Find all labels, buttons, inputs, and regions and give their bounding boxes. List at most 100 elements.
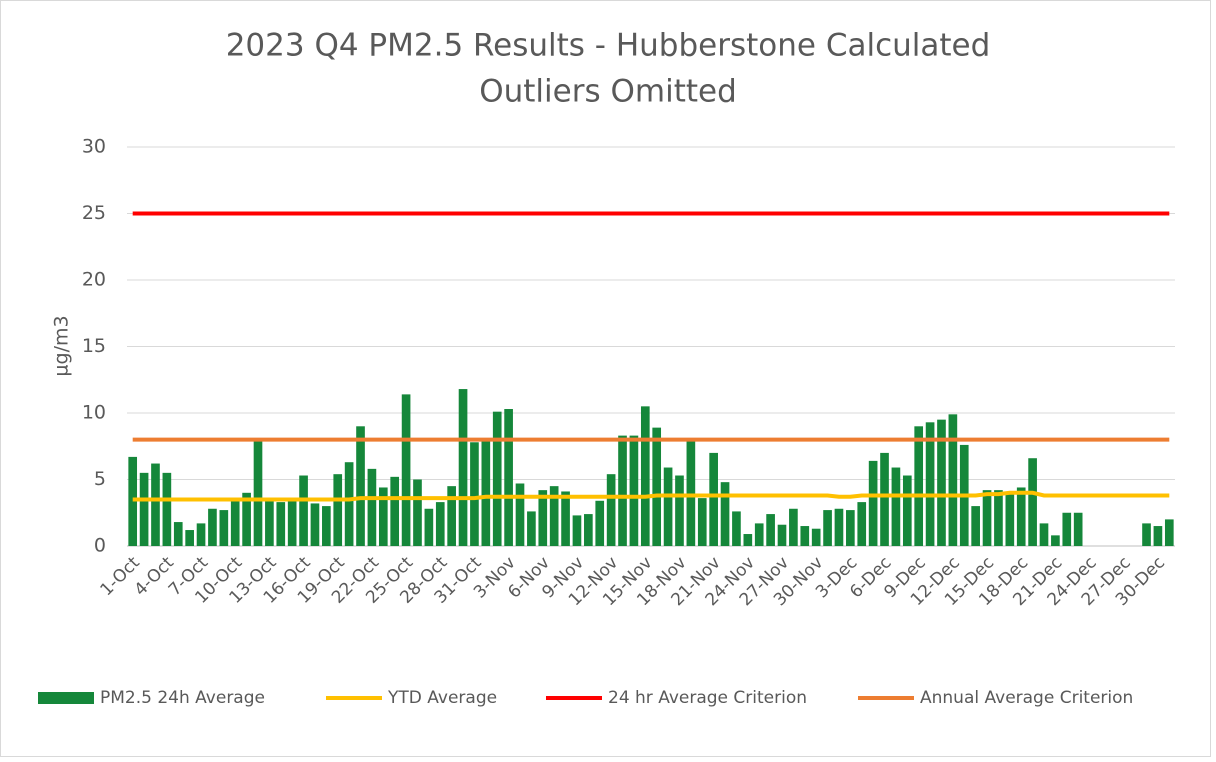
bar [1028,458,1037,546]
bar [470,442,479,546]
bar [356,426,365,546]
bar [196,523,206,546]
bar [720,482,730,546]
bar [481,440,491,546]
bar [811,528,821,546]
bar [971,506,980,546]
y-tick-label: 30 [82,136,106,158]
bar [880,452,889,546]
legend-label: Annual Average Criterion [920,688,1133,708]
line-series [132,490,1170,502]
bar [777,524,787,546]
bar [732,511,741,546]
bar [504,409,513,546]
bar [1142,523,1151,546]
y-tick-label: 25 [82,202,106,224]
y-tick-label: 15 [82,335,106,357]
bar [139,472,149,546]
bar [1039,523,1049,546]
bar [868,460,878,546]
bar [276,502,286,546]
bar [618,435,627,546]
bar [709,452,718,546]
bar [937,419,946,546]
chart-title: 2023 Q4 PM2.5 Results - Hubberstone Calc… [226,28,991,64]
bar [697,498,707,546]
bar [1153,526,1163,546]
bar [230,499,240,546]
bar [595,500,605,546]
bar [606,474,616,546]
bar [447,486,456,546]
bar [1062,512,1072,546]
bar [1073,512,1083,546]
bar [333,474,343,546]
bar [902,475,912,546]
bar [458,389,468,546]
bar [800,526,810,546]
bar [948,414,958,546]
y-tick-label: 10 [82,402,106,424]
bar [754,523,764,546]
bar [1051,535,1060,546]
bar [413,479,422,546]
y-tick-label: 0 [94,535,106,557]
bar [925,422,935,546]
bar [766,514,775,546]
bar [834,508,844,546]
bar [265,500,274,546]
bar [390,476,400,546]
bar [492,411,502,546]
y-axis-label: µg/m3 [51,315,73,376]
bar [994,490,1003,546]
legend-swatch [38,692,94,704]
bar [572,515,582,546]
bar [538,490,548,546]
y-tick-label: 5 [94,468,106,490]
bar [1164,519,1174,546]
bar [173,522,183,546]
bar [299,475,308,546]
bar [527,511,536,546]
bar [401,394,411,546]
legend-label: PM2.5 24h Average [100,688,265,708]
legend-label: YTD Average [387,688,497,708]
bar [640,406,650,546]
bar [378,487,388,546]
bar [743,534,753,546]
bar [424,508,434,546]
bar [584,514,593,546]
bar [287,499,297,546]
bar [823,510,832,546]
bar [846,510,855,546]
bar [253,439,263,546]
bar [162,472,172,546]
bar [549,486,559,546]
bar [242,492,251,546]
bar [652,427,662,546]
bar [367,468,377,546]
legend-label: 24 hr Average Criterion [608,688,807,708]
y-tick-label: 20 [82,269,106,291]
bar [151,463,160,546]
bar [789,508,798,546]
bar [561,491,570,546]
bar [322,506,331,546]
bar [857,502,867,546]
bar [629,435,639,546]
bar [435,502,445,546]
bar [515,483,525,546]
chart-title: Outliers Omitted [479,74,737,110]
bar [219,510,229,546]
bar [1016,487,1026,546]
bar [310,503,320,546]
bar [914,426,924,546]
bar [891,467,901,546]
bar [185,530,194,546]
bar [1005,492,1015,546]
bar [663,467,673,546]
bar [344,462,354,546]
bar [208,508,217,546]
